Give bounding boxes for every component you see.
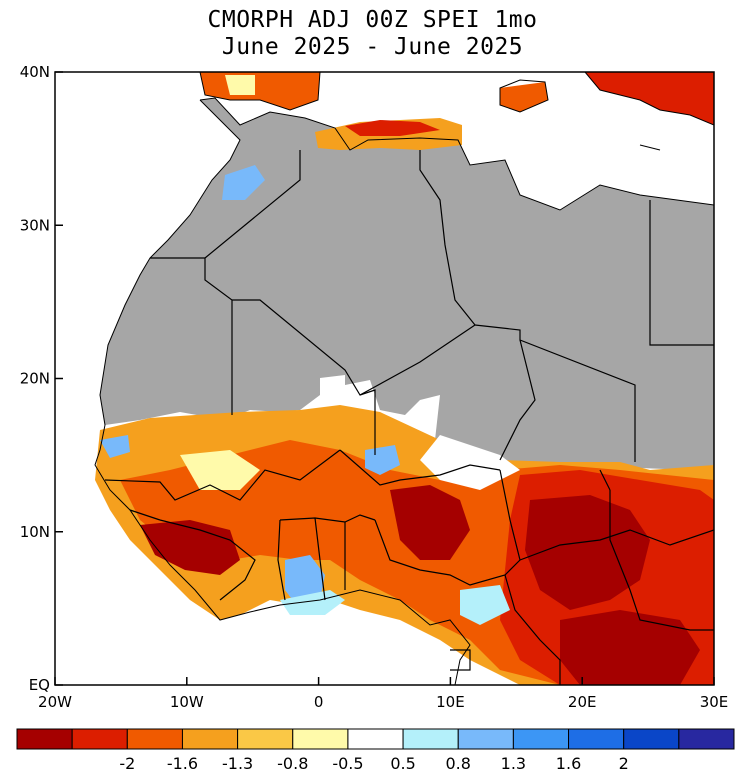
colorbar-label: -0.5 <box>332 754 363 773</box>
colorbar-label: -2 <box>119 754 135 773</box>
colorbar-swatch <box>678 728 735 750</box>
y-tick-label: EQ <box>29 676 50 694</box>
x-tick-label: 10W <box>170 693 204 711</box>
map-plot-area <box>55 72 714 685</box>
x-tick-label: 30E <box>700 693 729 711</box>
y-tick-label: 30N <box>20 216 50 234</box>
colorbar-swatch <box>568 728 625 750</box>
spei-wet-atlas <box>222 165 265 200</box>
y-axis-ticks: 40N 30N 20N 10N EQ <box>20 63 63 694</box>
map-title: CMORPH ADJ 00Z SPEI 1mo <box>207 7 538 33</box>
colorbar-swatch <box>623 728 680 750</box>
spei-field-maghreb-dry <box>345 120 440 136</box>
colorbar-label: 1.6 <box>556 754 581 773</box>
spei-near-normal-west <box>180 450 260 490</box>
colorbar: -2 -1.6 -1.3 -0.8 -0.5 0.5 0.8 1.3 1.6 2 <box>16 728 735 773</box>
colorbar-label: 0.8 <box>446 754 471 773</box>
colorbar-label: 1.3 <box>501 754 526 773</box>
spei-field-sicily <box>500 82 548 112</box>
spei-wet-senegal <box>100 435 130 458</box>
spei-field-iberia-mild <box>225 75 255 95</box>
colorbar-swatch <box>126 728 183 750</box>
x-axis-ticks: 20W 10W 0 10E 20E 30E <box>38 677 728 711</box>
spei-wet-gabon <box>460 585 510 625</box>
colorbar-label: -0.8 <box>277 754 308 773</box>
spei-near-normal-sahel <box>420 435 520 490</box>
map-period: June 2025 - June 2025 <box>221 34 524 60</box>
x-tick-label: 20W <box>38 693 72 711</box>
colorbar-label: -1.3 <box>222 754 253 773</box>
colorbar-swatch <box>347 728 404 750</box>
colorbar-label: 2 <box>619 754 629 773</box>
spei-wet-niger <box>365 445 400 475</box>
dry-mask-region <box>100 98 714 480</box>
x-tick-label: 20E <box>568 693 597 711</box>
y-tick-label: 40N <box>20 63 50 81</box>
colorbar-swatch <box>512 728 570 750</box>
coastlines <box>94 72 714 685</box>
colorbar-label: -1.6 <box>167 754 198 773</box>
x-tick-label: 0 <box>314 693 324 711</box>
country-borders <box>104 150 714 685</box>
colorbar-swatch <box>402 728 459 750</box>
spei-field-italy-greece <box>585 72 714 125</box>
colorbar-label: 0.5 <box>390 754 415 773</box>
colorbar-swatch <box>457 728 514 750</box>
spei-field-extreme-nigeria <box>390 485 470 560</box>
spei-wet-gulf-coast <box>280 590 345 615</box>
colorbar-swatch <box>16 728 73 750</box>
colorbar-swatch <box>237 728 294 750</box>
spei-field-extreme-west <box>140 520 240 575</box>
colorbar-swatch <box>71 728 128 750</box>
y-tick-label: 20N <box>20 370 50 388</box>
colorbar-swatch <box>181 728 239 750</box>
spei-field-extreme-central <box>525 495 650 610</box>
y-tick-label: 10N <box>20 523 50 541</box>
x-tick-label: 10E <box>436 693 465 711</box>
spei-field-extreme-southeast <box>560 610 700 685</box>
colorbar-swatch <box>292 728 349 750</box>
